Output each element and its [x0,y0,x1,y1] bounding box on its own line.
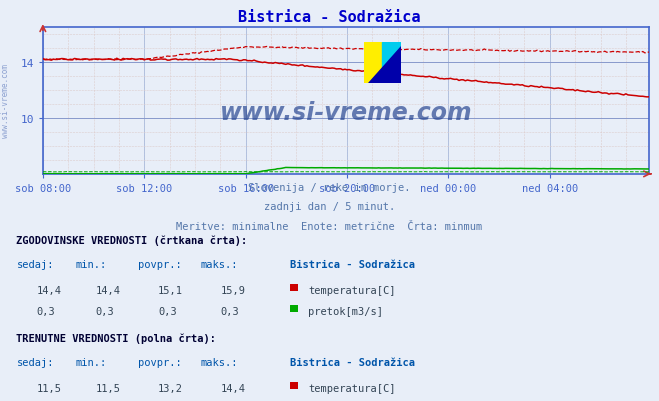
Text: zadnji dan / 5 minut.: zadnji dan / 5 minut. [264,202,395,212]
Text: min.:: min.: [76,259,107,269]
Text: 0,3: 0,3 [158,306,177,316]
Text: 0,3: 0,3 [36,306,55,316]
Text: povpr.:: povpr.: [138,259,182,269]
Text: min.:: min.: [76,357,107,367]
Text: sedaj:: sedaj: [16,259,54,269]
Text: maks.:: maks.: [201,357,239,367]
Text: 13,2: 13,2 [158,383,183,393]
Text: Bistrica - Sodražica: Bistrica - Sodražica [290,357,415,367]
Text: pretok[m3/s]: pretok[m3/s] [308,306,384,316]
Text: TRENUTNE VREDNOSTI (polna črta):: TRENUTNE VREDNOSTI (polna črta): [16,332,216,343]
Text: maks.:: maks.: [201,259,239,269]
Text: Bistrica - Sodražica: Bistrica - Sodražica [239,10,420,25]
Polygon shape [368,47,401,84]
Text: 0,3: 0,3 [96,306,114,316]
Text: www.si-vreme.com: www.si-vreme.com [219,101,473,125]
Bar [382,43,401,84]
Text: temperatura[C]: temperatura[C] [308,383,396,393]
Text: 14,4: 14,4 [96,286,121,296]
Text: Meritve: minimalne  Enote: metrične  Črta: minmum: Meritve: minimalne Enote: metrične Črta:… [177,221,482,231]
Text: 11,5: 11,5 [96,383,121,393]
Text: Slovenija / reke in morje.: Slovenija / reke in morje. [248,182,411,192]
Text: 14,4: 14,4 [36,286,61,296]
Text: 14,4: 14,4 [221,383,246,393]
Text: www.si-vreme.com: www.si-vreme.com [1,63,10,137]
Text: sedaj:: sedaj: [16,357,54,367]
Bar [364,43,382,84]
Text: 15,9: 15,9 [221,286,246,296]
Text: ZGODOVINSKE VREDNOSTI (črtkana črta):: ZGODOVINSKE VREDNOSTI (črtkana črta): [16,235,248,245]
Text: 11,5: 11,5 [36,383,61,393]
Text: 0,3: 0,3 [221,306,239,316]
Text: temperatura[C]: temperatura[C] [308,286,396,296]
Text: Bistrica - Sodražica: Bistrica - Sodražica [290,259,415,269]
Text: 15,1: 15,1 [158,286,183,296]
Text: povpr.:: povpr.: [138,357,182,367]
